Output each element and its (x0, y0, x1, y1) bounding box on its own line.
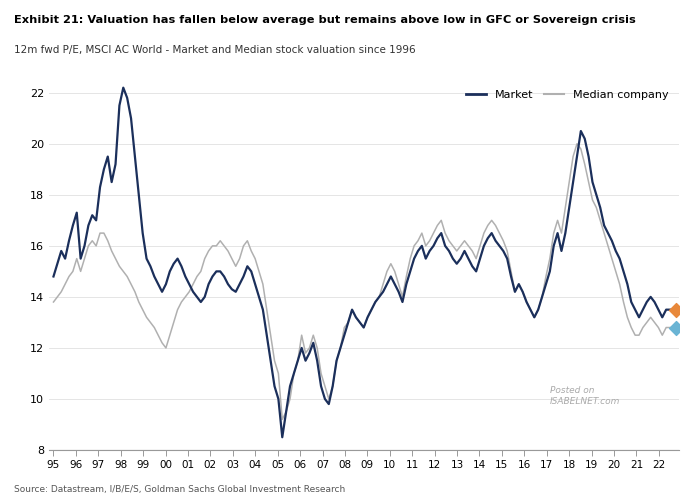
Text: Exhibit 21: Valuation has fallen below average but remains above low in GFC or S: Exhibit 21: Valuation has fallen below a… (14, 15, 636, 25)
Legend: Market, Median company: Market, Median company (461, 86, 673, 104)
Text: 12m fwd P/E, MSCI AC World - Market and Median stock valuation since 1996: 12m fwd P/E, MSCI AC World - Market and … (14, 45, 416, 55)
Text: Source: Datastream, I/B/E/S, Goldman Sachs Global Investment Research: Source: Datastream, I/B/E/S, Goldman Sac… (14, 485, 345, 494)
Point (670, 306, 681, 314)
Point (670, 324, 681, 332)
Text: Posted on
ISABELNET.com: Posted on ISABELNET.com (550, 386, 620, 406)
